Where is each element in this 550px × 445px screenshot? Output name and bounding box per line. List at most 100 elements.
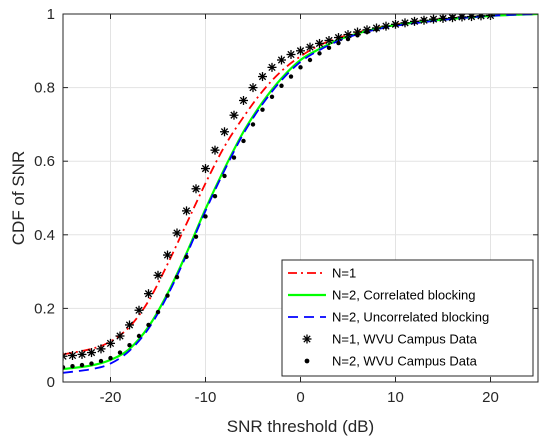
legend-box [281,259,534,377]
data-point-dot [136,333,142,339]
x-tick-label: 20 [482,389,499,406]
data-point-dot [421,17,427,23]
data-point-dot [174,274,180,280]
x-tick-label: -10 [195,389,217,406]
legend-marker [304,358,310,364]
data-point-asterisk [277,55,286,65]
data-point-asterisk [229,110,239,120]
data-point-dot [364,29,370,35]
series-layer [63,14,538,374]
data-point-asterisk [106,338,115,348]
data-point-asterisk [302,334,312,344]
axes [62,13,539,383]
y-axis-label: CDF of SNR [9,151,28,245]
data-point-dot [203,214,208,219]
data-point-dot [193,234,199,239]
data-point-dot [317,51,322,56]
y-tick-label: 0.2 [34,300,55,317]
data-point-dot [250,122,256,127]
data-point-asterisk [96,344,106,354]
data-point-dot [279,83,284,88]
data-point-asterisk [286,49,296,59]
y-tick-label: 0.4 [34,227,55,244]
data-point-dot [269,94,275,100]
data-point-asterisk [87,348,96,358]
data-point-asterisk [172,228,182,238]
data-point-dot [459,14,465,19]
legend-label: N=2, Uncorrelated blocking [332,310,489,325]
legend-label: N=1, WVU Campus Data [332,332,478,347]
data-point-dot [440,15,446,20]
y-tick-label: 0 [47,374,55,391]
data-point-asterisk [334,33,343,43]
data-point-dot [412,19,417,24]
data-point-asterisk [115,331,125,341]
data-point-asterisk [305,42,315,52]
data-point-asterisk [125,320,134,330]
data-point-asterisk [315,38,324,48]
data-point-asterisk [324,35,334,45]
data-point-dot [336,40,341,46]
data-point-dot [79,362,85,368]
legend-item: N=2, Correlated blocking [288,288,475,303]
legend-item: N=2, WVU Campus Data [304,354,478,369]
data-point-dot [165,293,170,298]
data-point-asterisk [248,83,258,93]
data-point-asterisk [191,184,201,194]
x-tick-label: 0 [296,389,304,406]
data-point-dot [98,358,104,364]
data-point-dot [307,57,313,63]
tick-labels: -20 -10 0 10 20 0 0.2 0.4 0.6 0.8 1 [34,6,499,406]
data-point-asterisk [77,349,87,359]
data-point-dot [355,33,360,38]
data-point-dot [383,24,389,30]
data-point-dot [345,36,351,42]
x-tick-label: 10 [387,389,404,406]
series-1 [63,14,538,356]
data-point-dot [298,65,303,70]
data-point-dot [450,14,455,20]
data-point-dot [241,138,246,144]
data-point-dot [146,322,151,328]
data-point-dot [184,254,189,260]
data-point-dot [478,14,484,18]
data-point-dot [231,155,237,160]
data-point-asterisk [267,62,277,72]
data-point-dot [402,20,408,26]
legend-label: N=2, Correlated blocking [332,288,475,303]
y-tick-label: 0.6 [34,153,55,170]
data-point-dot [127,343,132,348]
data-point-asterisk [68,351,77,361]
data-point-dot [393,22,398,27]
data-point-dot [70,363,75,369]
data-point-asterisk [134,305,144,315]
data-point-asterisk [296,46,305,56]
data-point-asterisk [144,289,153,299]
data-point-asterisk [258,72,267,82]
data-point-dot [431,16,436,21]
x-tick-label: -20 [100,389,122,406]
legend-item: N=1 [288,266,356,281]
y-tick-label: 0.8 [34,80,55,97]
data-point-asterisk [239,95,248,105]
series-line [63,14,538,356]
data-point-asterisk [210,145,220,155]
legend-item: N=2, Uncorrelated blocking [288,310,489,325]
data-point-dot [326,45,332,51]
legend-label: N=1 [332,266,356,281]
data-point-dot [212,193,218,199]
data-point-asterisk [201,164,210,174]
series-5 [63,14,493,370]
data-point-dot [260,107,265,112]
data-point-dot [108,355,113,361]
data-point-dot [469,14,474,18]
data-point-dot [222,173,227,179]
data-point-dot [117,350,123,355]
data-point-asterisk [182,206,191,216]
legend: N=1 N=2, Correlated blocking N=2, Uncorrel… [281,259,534,377]
data-point-dot [63,365,66,370]
y-tick-label: 1 [47,6,55,23]
data-point-dot [155,309,161,315]
